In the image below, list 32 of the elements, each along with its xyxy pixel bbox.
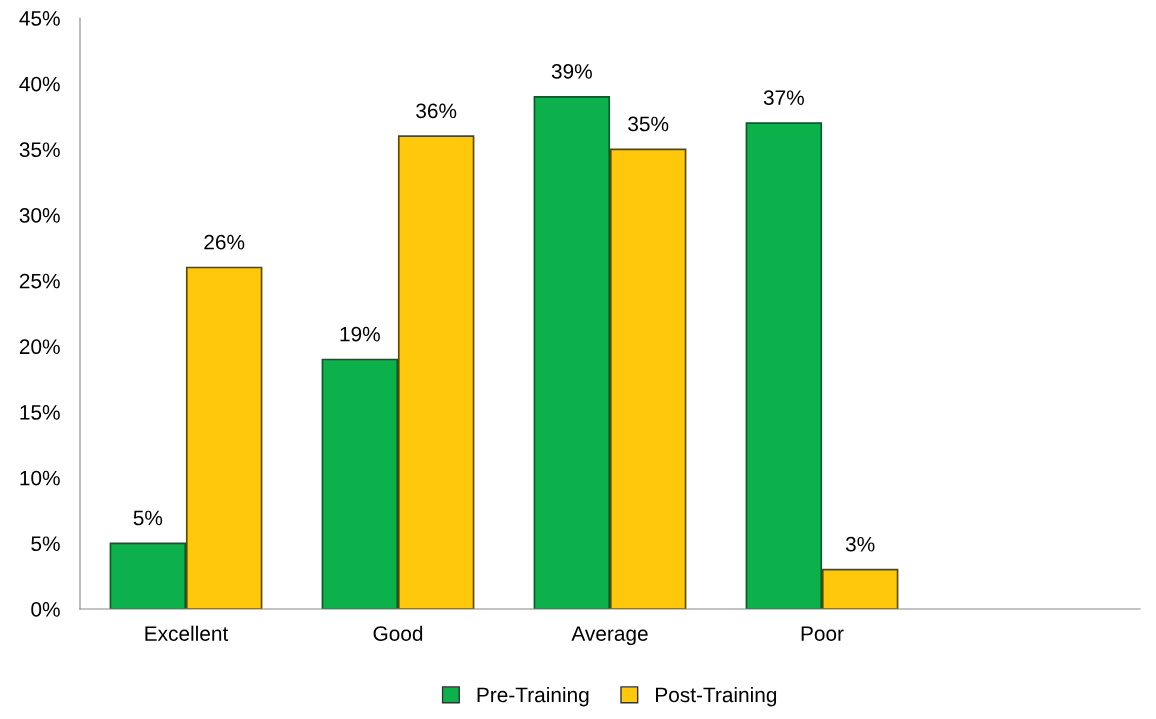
y-tick-label: 30% (19, 208, 60, 223)
data-label: 3% (845, 536, 875, 552)
y-tick-label: 15% (20, 405, 60, 420)
y-tick-label: 0% (31, 602, 60, 617)
bar (109, 542, 187, 609)
x-tick-label: Poor (801, 626, 844, 641)
bar (533, 95, 611, 609)
y-tick-label: 25% (19, 273, 60, 289)
x-tick-label: Excellent (145, 625, 229, 641)
y-tick-label: 35% (19, 142, 60, 158)
data-label: 37% (763, 90, 804, 106)
data-label: 19% (340, 326, 380, 342)
data-label: 26% (204, 234, 245, 250)
data-label: 39% (551, 64, 592, 79)
legend-label: Post-Training (656, 686, 777, 707)
y-tick-label: 10% (20, 470, 60, 486)
y-tick-label: 40% (19, 76, 60, 92)
bar (609, 148, 687, 609)
data-label: 35% (628, 116, 669, 132)
bar (397, 135, 475, 609)
x-tick-label: Good (373, 625, 423, 641)
bar (185, 266, 263, 609)
data-label: 36% (416, 103, 457, 119)
bar (321, 358, 399, 609)
y-tick-label: 5% (31, 536, 60, 552)
y-tick-label: 20% (19, 339, 60, 355)
y-tick-label: 45% (19, 11, 60, 26)
legend-label: Pre-Training (477, 686, 589, 707)
bar (745, 122, 823, 609)
data-label: 5% (133, 510, 163, 526)
bar (821, 568, 899, 609)
x-tick-label: Average (571, 626, 648, 646)
